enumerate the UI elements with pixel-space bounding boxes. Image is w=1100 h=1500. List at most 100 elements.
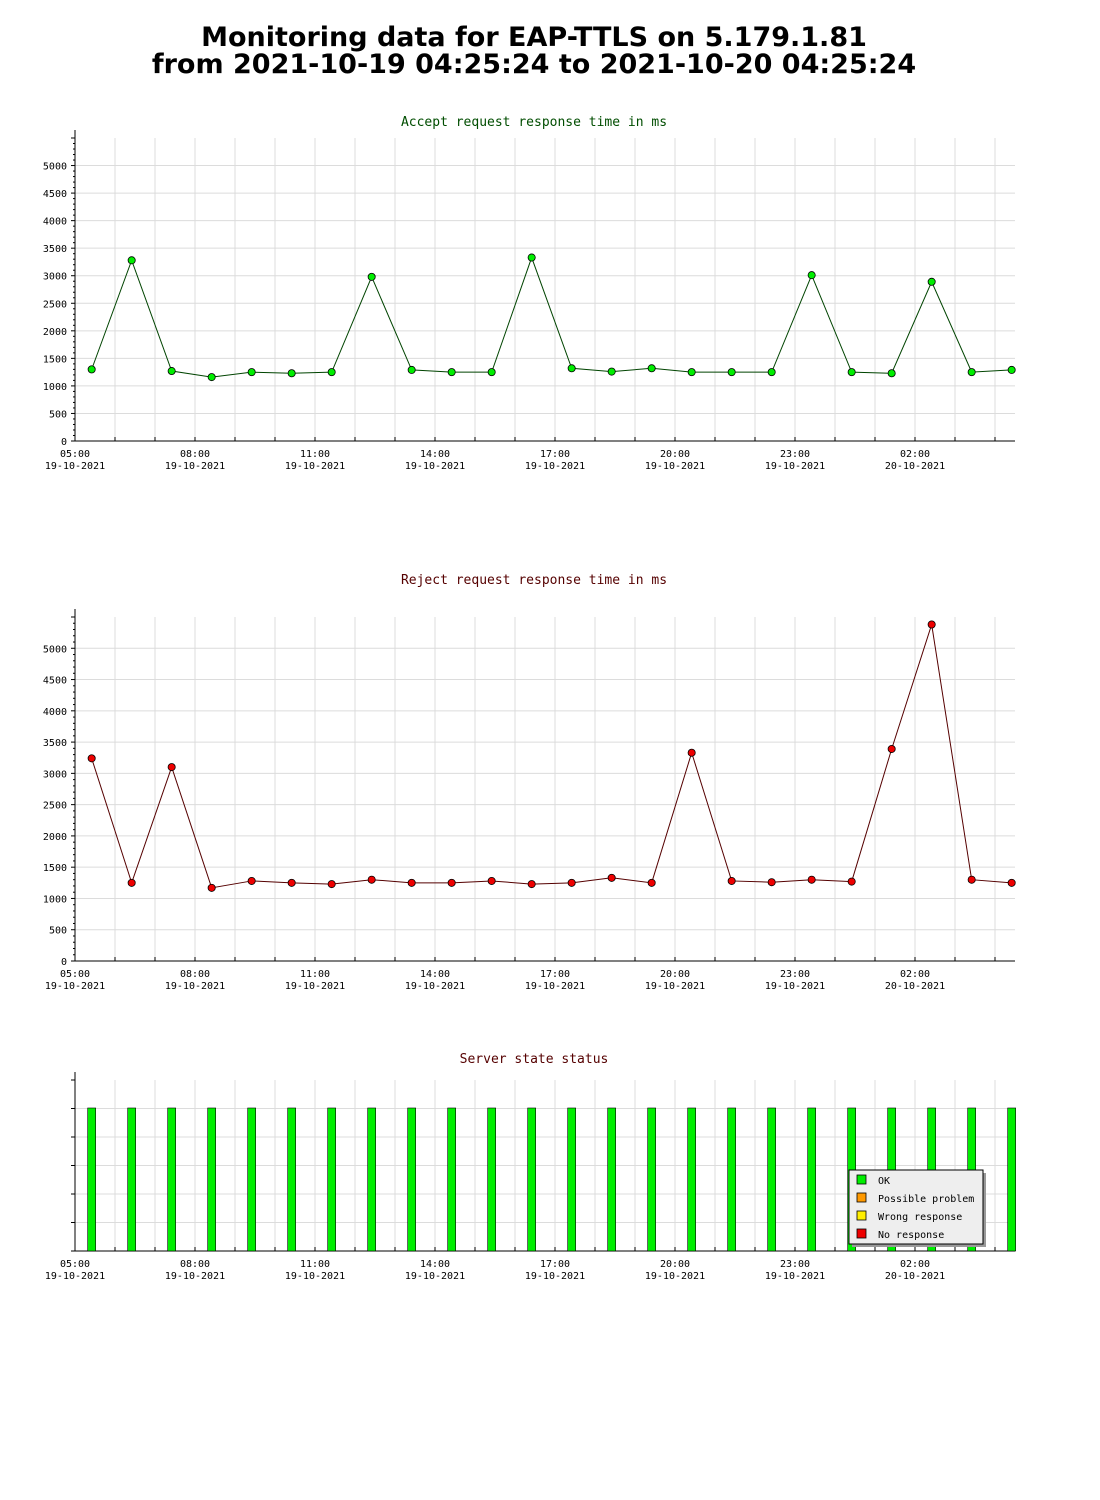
data-point [927, 277, 936, 286]
x-tick-label-date: 19-10-2021 [645, 1271, 705, 1282]
y-tick-label: 4500 [43, 676, 67, 687]
legend-swatch [856, 1192, 867, 1203]
x-tick-label-time: 11:00 [300, 1259, 330, 1270]
data-point [487, 368, 496, 377]
x-tick-label-time: 23:00 [780, 969, 810, 980]
data-point [327, 880, 336, 889]
data-point [887, 744, 896, 753]
y-tick-label: 3000 [43, 769, 67, 780]
data-point [207, 883, 216, 892]
x-tick-label-date: 19-10-2021 [45, 461, 105, 472]
data-point [767, 368, 776, 377]
data-point [647, 878, 656, 887]
data-point [287, 369, 296, 378]
x-tick-label-date: 19-10-2021 [765, 1271, 825, 1282]
x-tick-label-time: 14:00 [420, 969, 450, 980]
x-tick-label-time: 23:00 [780, 449, 810, 460]
data-point [527, 880, 536, 889]
x-tick-label-time: 05:00 [60, 969, 90, 980]
status-bar [687, 1107, 696, 1252]
y-tick-label: 1000 [43, 894, 67, 905]
y-tick-label: 4500 [43, 189, 67, 200]
x-tick-label-time: 02:00 [900, 969, 930, 980]
status-bar [487, 1107, 496, 1252]
y-tick-label: 1500 [43, 863, 67, 874]
data-point [407, 365, 416, 374]
data-point [247, 876, 256, 885]
y-tick-label: 2000 [43, 832, 67, 843]
status-bar [447, 1107, 456, 1252]
legend-label: Possible problem [878, 1194, 974, 1205]
data-point [287, 878, 296, 887]
x-tick-label-date: 19-10-2021 [525, 981, 585, 992]
x-tick-label-date: 20-10-2021 [885, 981, 945, 992]
y-tick-label: 4000 [43, 217, 67, 228]
x-tick-label-time: 20:00 [660, 1259, 690, 1270]
x-tick-label-date: 19-10-2021 [285, 461, 345, 472]
x-tick-label-time: 11:00 [300, 969, 330, 980]
data-point [447, 368, 456, 377]
data-point [887, 369, 896, 378]
x-tick-label-date: 19-10-2021 [165, 461, 225, 472]
legend-box [848, 1169, 984, 1245]
data-point [567, 878, 576, 887]
status-bar [647, 1107, 656, 1252]
legend-swatch [856, 1228, 867, 1239]
chart-title: Server state status [460, 1052, 609, 1067]
x-tick-label-date: 19-10-2021 [285, 981, 345, 992]
server-status-chart: Server state status05:0019-10-202108:001… [45, 1052, 1016, 1282]
x-tick-label-time: 14:00 [420, 449, 450, 460]
data-point [1007, 365, 1016, 374]
data-point [247, 368, 256, 377]
legend-label: OK [878, 1176, 890, 1187]
data-point [807, 875, 816, 884]
y-tick-label: 2500 [43, 801, 67, 812]
data-point [687, 368, 696, 377]
accept-response-chart: Accept request response time in ms05:001… [43, 115, 1016, 472]
x-tick-label-time: 17:00 [540, 969, 570, 980]
x-tick-label-time: 08:00 [180, 969, 210, 980]
status-bar [767, 1107, 776, 1252]
status-bar [1007, 1107, 1016, 1252]
data-point [87, 365, 96, 374]
data-point [647, 364, 656, 373]
y-tick-label: 5000 [43, 162, 67, 173]
y-tick-label: 2500 [43, 299, 67, 310]
x-tick-label-date: 19-10-2021 [285, 1271, 345, 1282]
x-tick-label-time: 11:00 [300, 449, 330, 460]
legend-label: Wrong response [878, 1212, 962, 1223]
data-point [167, 367, 176, 376]
data-point [207, 373, 216, 382]
status-bar [527, 1107, 536, 1252]
data-point [847, 368, 856, 377]
data-point [407, 878, 416, 887]
data-point [127, 878, 136, 887]
x-tick-label-date: 19-10-2021 [45, 1271, 105, 1282]
data-point [127, 256, 136, 265]
x-tick-label-date: 19-10-2021 [405, 981, 465, 992]
page-title-line-1: Monitoring data for EAP-TTLS on 5.179.1.… [201, 22, 867, 53]
x-tick-label-date: 19-10-2021 [765, 981, 825, 992]
data-point [767, 878, 776, 887]
data-point [167, 763, 176, 772]
data-point [367, 272, 376, 281]
series-line [91, 624, 1012, 889]
x-tick-label-date: 19-10-2021 [165, 1271, 225, 1282]
x-tick-label-time: 17:00 [540, 449, 570, 460]
status-bar [287, 1107, 296, 1252]
data-point [847, 877, 856, 886]
status-bar [167, 1107, 176, 1252]
data-point [367, 875, 376, 884]
status-bar [127, 1107, 136, 1252]
x-tick-label-date: 19-10-2021 [45, 981, 105, 992]
x-tick-label-date: 19-10-2021 [525, 461, 585, 472]
x-tick-label-time: 14:00 [420, 1259, 450, 1270]
data-point [607, 873, 616, 882]
x-tick-label-time: 05:00 [60, 449, 90, 460]
data-point [607, 367, 616, 376]
data-point [727, 368, 736, 377]
legend-swatch [856, 1210, 867, 1221]
data-point [687, 748, 696, 757]
x-tick-label-time: 02:00 [900, 449, 930, 460]
data-point [927, 620, 936, 629]
